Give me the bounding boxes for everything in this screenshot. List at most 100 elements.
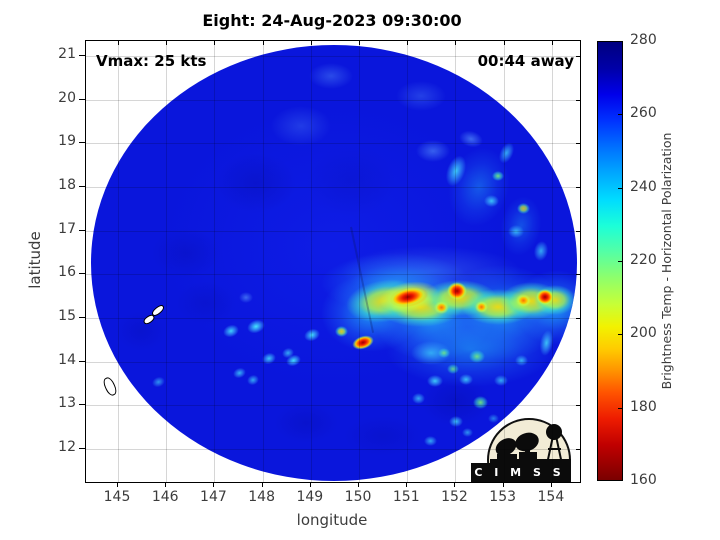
heat-blob-dark: [150, 227, 221, 278]
x-tick-label: 152: [441, 489, 468, 505]
colorbar-tick: [618, 407, 623, 409]
heat-blob-teal: [514, 269, 577, 345]
heat-blob-warm: [334, 325, 348, 337]
gridline-x: [262, 41, 264, 482]
cimss-logo-banner: C I M S S: [471, 463, 568, 482]
axis-tick-top: [118, 41, 119, 45]
axis-tick-bottom: [117, 482, 118, 487]
colorbar-tick-label: 260: [630, 105, 657, 122]
axis-tick-left: [79, 142, 85, 144]
colorbar-label: Brightness Temp - Horizontal Polarizatio…: [659, 132, 674, 390]
heat-blob-cyan: [412, 393, 426, 405]
axis-tick-top: [407, 41, 409, 45]
x-tick-label: 146: [151, 489, 179, 505]
gridline-x: [359, 41, 361, 482]
axis-tick-bottom: [309, 482, 311, 487]
heat-blob-cyan: [461, 428, 473, 438]
gridline-x: [551, 41, 553, 482]
heat-blob-cyan: [487, 414, 499, 424]
axis-tick-right: [576, 56, 580, 58]
heat-blob-teal: [321, 253, 472, 314]
gridline-y: [86, 99, 580, 101]
vmax-label: Vmax: 25 kts: [96, 52, 207, 70]
heat-blob-teal: [385, 311, 556, 387]
colorbar-tick-label: 200: [630, 325, 657, 342]
heat-blob-cyan: [483, 195, 499, 208]
heat-blob-cyan: [280, 346, 296, 360]
axis-tick-bottom: [502, 482, 504, 487]
axis-tick-right: [576, 361, 580, 363]
heat-blob-cyan: [285, 352, 303, 368]
heat-blob-warm: [517, 203, 531, 215]
heat-blob-hot: [434, 300, 450, 314]
water-tower-brace: [548, 448, 561, 450]
axis-tick-bottom: [406, 482, 408, 487]
axis-tick-top: [166, 41, 168, 45]
gridline-x: [166, 41, 168, 482]
x-tick-label: 154: [537, 489, 565, 505]
y-tick-label: 21: [58, 46, 76, 63]
logo-ground: [497, 454, 517, 462]
heat-blob-pale: [270, 105, 331, 146]
axis-tick-bottom: [550, 482, 552, 487]
heat-blob-warm: [378, 287, 464, 328]
colorbar-tick: [618, 187, 623, 189]
axis-tick-left: [79, 229, 85, 231]
axis-tick-top: [214, 41, 216, 45]
gridline-y: [86, 56, 580, 58]
axis-tick-right: [576, 449, 580, 451]
water-tower-icon: [546, 424, 562, 440]
gridline-x: [214, 41, 216, 482]
heat-blob-cyan: [245, 373, 261, 387]
plot-area: Vmax: 25 kts 00:44 away C I M S S: [85, 40, 581, 483]
axis-tick-top: [503, 41, 505, 45]
axis-tick-bottom: [454, 482, 456, 487]
heat-blob-core: [446, 281, 467, 300]
x-tick-label: 148: [248, 489, 275, 505]
heat-blob-dark: [215, 153, 296, 214]
axis-tick-bottom: [358, 482, 360, 487]
y-tick-label: 18: [58, 177, 76, 194]
figure-title: Eight: 24-Aug-2023 09:30:00: [202, 11, 462, 30]
axis-tick-left: [79, 448, 85, 450]
axis-tick-right: [576, 405, 580, 407]
heat-blob-pale: [395, 81, 446, 112]
heat-blob-pale: [238, 292, 253, 304]
y-tick-label: 13: [58, 395, 76, 412]
heat-blob-warm: [461, 289, 534, 326]
axis-tick-top: [455, 41, 457, 45]
axis-tick-right: [576, 99, 580, 101]
colorbar-tick: [618, 261, 623, 262]
colorbar-tick-label: 180: [630, 398, 657, 415]
heat-blob-pale: [340, 245, 521, 296]
gridline-y: [86, 187, 580, 189]
x-tick-label: 149: [296, 489, 324, 505]
axis-tick-right: [576, 143, 580, 145]
gridline-y: [86, 361, 580, 363]
logo-ground: [519, 452, 537, 462]
heat-blob-warm: [343, 274, 427, 328]
gridline-x: [310, 41, 312, 482]
y-tick-label: 17: [58, 220, 76, 237]
y-tick-label: 19: [58, 133, 76, 150]
heat-blob-cyan: [532, 239, 550, 262]
axis-tick-top: [262, 41, 264, 45]
gridline-x: [503, 41, 505, 482]
heat-blob-core: [350, 332, 376, 352]
axis-tick-left: [79, 360, 85, 362]
colorbar-tick-label: 220: [630, 252, 657, 268]
y-tick-label: 16: [58, 264, 76, 281]
heat-blob-teal: [321, 273, 422, 352]
heat-blob-warm: [422, 279, 498, 316]
heat-blob-cyan: [459, 373, 474, 385]
gridline-y: [86, 318, 580, 320]
heat-blob-green: [447, 364, 460, 375]
heat-blob-cyan: [231, 366, 247, 381]
x-axis-label: longitude: [296, 511, 368, 529]
x-tick-label: 151: [392, 489, 420, 505]
axis-tick-left: [79, 404, 85, 406]
x-tick-label: 145: [103, 489, 131, 505]
heat-blob-cyan: [424, 435, 438, 446]
axis-tick-right: [576, 230, 580, 232]
